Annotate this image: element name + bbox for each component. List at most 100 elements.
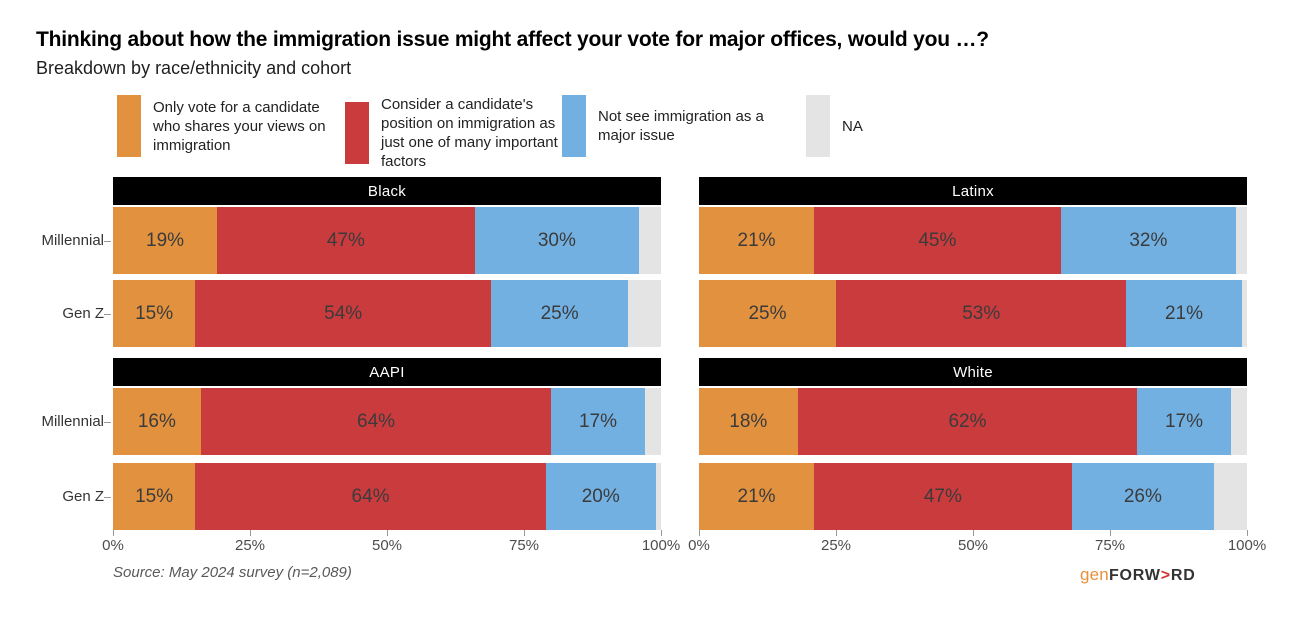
bar-segment-only-vote-candidate: 16% [113, 388, 201, 455]
segment-value-label: 21% [737, 229, 776, 251]
bar-segment-na [1214, 463, 1247, 530]
x-axis-tick-label: 75% [1094, 537, 1126, 554]
chart-title: Thinking about how the immigration issue… [36, 28, 989, 51]
legend-item-one-of-many-factors: Consider a candidate's position on immig… [345, 95, 559, 171]
bar-segment-only-vote-candidate: 18% [699, 388, 798, 455]
bar-segment-one-of-many-factors: 47% [814, 463, 1072, 530]
segment-value-label: 17% [578, 410, 617, 432]
x-axis-tick-mark [387, 530, 388, 536]
bar-segment-not-major-issue: 17% [1137, 388, 1231, 455]
logo-forw-text: FORW [1108, 567, 1161, 584]
segment-value-label: 17% [1164, 410, 1203, 432]
chart-subtitle: Breakdown by race/ethnicity and cohort [36, 58, 352, 78]
x-axis-tick-label: 0% [102, 537, 124, 554]
stacked-bar-aapi-millennial: 16% 64% 17% [113, 388, 661, 455]
facet-header-latinx: Latinx [699, 177, 1247, 205]
legend-item-only-vote-candidate: Only vote for a candidate who shares you… [117, 95, 343, 157]
stacked-bar-black-genz: 15% 54% 25% [113, 280, 661, 347]
segment-value-label: 26% [1123, 485, 1162, 507]
legend-swatch-not-major-issue [562, 95, 586, 157]
x-axis-tick-mark [113, 530, 114, 536]
segment-value-label: 25% [540, 302, 579, 324]
segment-value-label: 15% [135, 302, 174, 324]
bar-segment-na [1230, 388, 1247, 455]
x-axis-tick-mark [699, 530, 700, 536]
bar-segment-only-vote-candidate: 25% [699, 280, 836, 347]
x-axis-tick-label: 75% [508, 537, 540, 554]
stacked-bar-latinx-millennial: 21% 45% 32% [699, 207, 1247, 274]
x-axis-tick-label: 100% [641, 537, 681, 554]
source-note: Source: May 2024 survey (n=2,089) [113, 564, 352, 581]
y-axis-label-genz: Gen Z [62, 304, 104, 322]
segment-value-label: 21% [737, 485, 776, 507]
legend-label: NA [842, 117, 863, 135]
segment-value-label: 62% [948, 410, 987, 432]
stacked-bar-white-millennial: 18% 62% 17% [699, 388, 1247, 455]
bar-segment-na [1241, 280, 1247, 347]
segment-value-label: 53% [962, 302, 1001, 324]
x-axis-tick-mark [1110, 530, 1111, 536]
bar-segment-not-major-issue: 26% [1071, 463, 1215, 530]
bar-segment-na [639, 207, 661, 274]
y-axis-label-millennial: Millennial [41, 412, 104, 430]
x-axis-tick-mark [524, 530, 525, 536]
y-axis-tick-mark [104, 496, 111, 498]
x-axis-tick-label: 50% [371, 537, 403, 554]
bar-segment-one-of-many-factors: 64% [200, 388, 552, 455]
bar-segment-na [1236, 207, 1247, 274]
x-axis-tick-label: 25% [234, 537, 266, 554]
legend-label: Consider a candidate's position on immig… [381, 96, 558, 170]
logo-arrow-icon: > [1160, 567, 1171, 584]
segment-value-label: 15% [135, 485, 174, 507]
bar-segment-na [644, 388, 661, 455]
segment-value-label: 18% [729, 410, 768, 432]
segment-value-label: 21% [1164, 302, 1203, 324]
segment-value-label: 25% [748, 302, 787, 324]
facet-header-black: Black [113, 177, 661, 205]
segment-value-label: 32% [1129, 229, 1168, 251]
segment-value-label: 54% [324, 302, 363, 324]
bar-segment-only-vote-candidate: 21% [699, 207, 815, 274]
segment-value-label: 47% [326, 229, 365, 251]
logo-gen-text: gen [1080, 565, 1109, 584]
segment-value-label: 47% [923, 485, 962, 507]
legend-label: Only vote for a candidate who shares you… [153, 98, 326, 154]
y-axis-tick-mark [104, 421, 111, 423]
x-axis-tick-mark [1247, 530, 1248, 536]
y-axis-label-genz: Gen Z [62, 487, 104, 505]
bar-segment-only-vote-candidate: 21% [699, 463, 815, 530]
legend: Only vote for a candidate who shares you… [0, 95, 1308, 170]
bar-segment-not-major-issue: 25% [491, 280, 629, 347]
bar-segment-not-major-issue: 32% [1060, 207, 1237, 274]
bar-segment-not-major-issue: 21% [1126, 280, 1242, 347]
segment-value-label: 30% [537, 229, 576, 251]
segment-value-label: 45% [918, 229, 957, 251]
segment-value-label: 16% [137, 410, 176, 432]
bar-segment-only-vote-candidate: 15% [113, 280, 196, 347]
bar-segment-one-of-many-factors: 62% [797, 388, 1138, 455]
bar-segment-na [655, 463, 661, 530]
segment-value-label: 64% [357, 410, 396, 432]
legend-item-not-major-issue: Not see immigration as a major issue [562, 95, 778, 157]
facet-header-white: White [699, 358, 1247, 386]
x-axis-tick-mark [250, 530, 251, 536]
x-axis-tick-label: 100% [1227, 537, 1267, 554]
legend-swatch-one-of-many-factors [345, 102, 369, 164]
y-axis-tick-mark [104, 313, 111, 315]
x-axis-tick-label: 50% [957, 537, 989, 554]
logo-rd-text: RD [1170, 567, 1196, 584]
stacked-bar-black-millennial: 19% 47% 30% [113, 207, 661, 274]
bar-segment-not-major-issue: 17% [551, 388, 645, 455]
segment-value-label: 19% [146, 229, 185, 251]
bar-segment-one-of-many-factors: 53% [836, 280, 1127, 347]
bar-segment-not-major-issue: 30% [474, 207, 640, 274]
x-axis-tick-label: 25% [820, 537, 852, 554]
facet-header-aapi: AAPI [113, 358, 661, 386]
x-axis-tick-mark [661, 530, 662, 536]
x-axis-tick-label: 0% [688, 537, 710, 554]
stacked-bar-latinx-genz: 25% 53% 21% [699, 280, 1247, 347]
stacked-bar-white-genz: 21% 47% 26% [699, 463, 1247, 530]
bar-segment-not-major-issue: 20% [545, 463, 656, 530]
segment-value-label: 64% [351, 485, 390, 507]
